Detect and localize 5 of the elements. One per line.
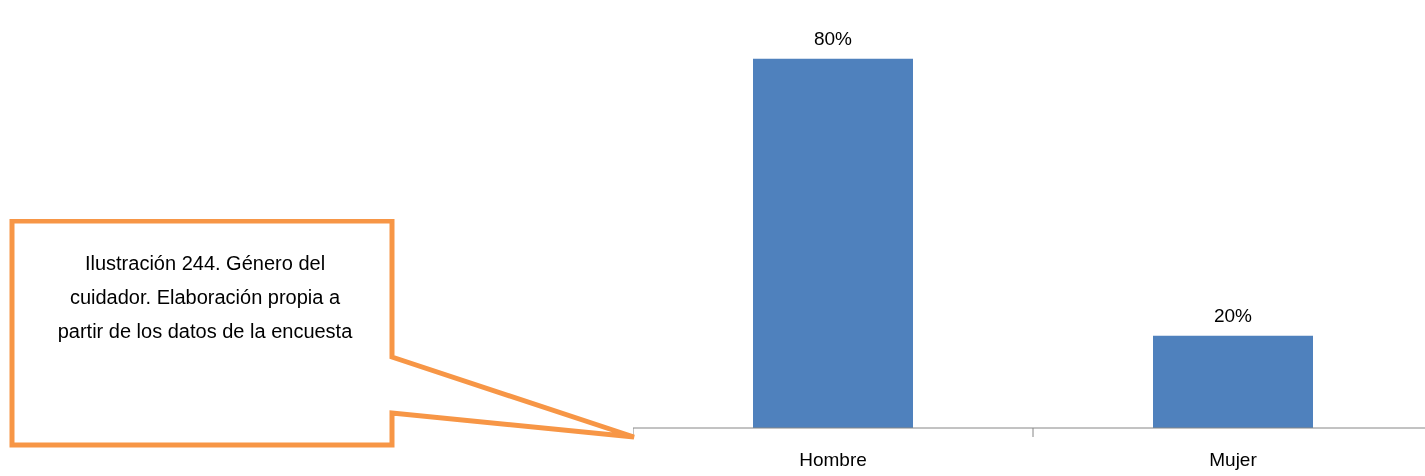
text: Ilustración 244. Género del cuidador. Elaboración propia a partir de los datos de la encuesta — [56, 251, 354, 344]
data-label: 80% — [813, 27, 853, 49]
x-tick-label: Hombre — [799, 449, 867, 470]
x-tick-label: Mujer — [1209, 449, 1258, 470]
data-label: 20% — [1213, 304, 1253, 326]
